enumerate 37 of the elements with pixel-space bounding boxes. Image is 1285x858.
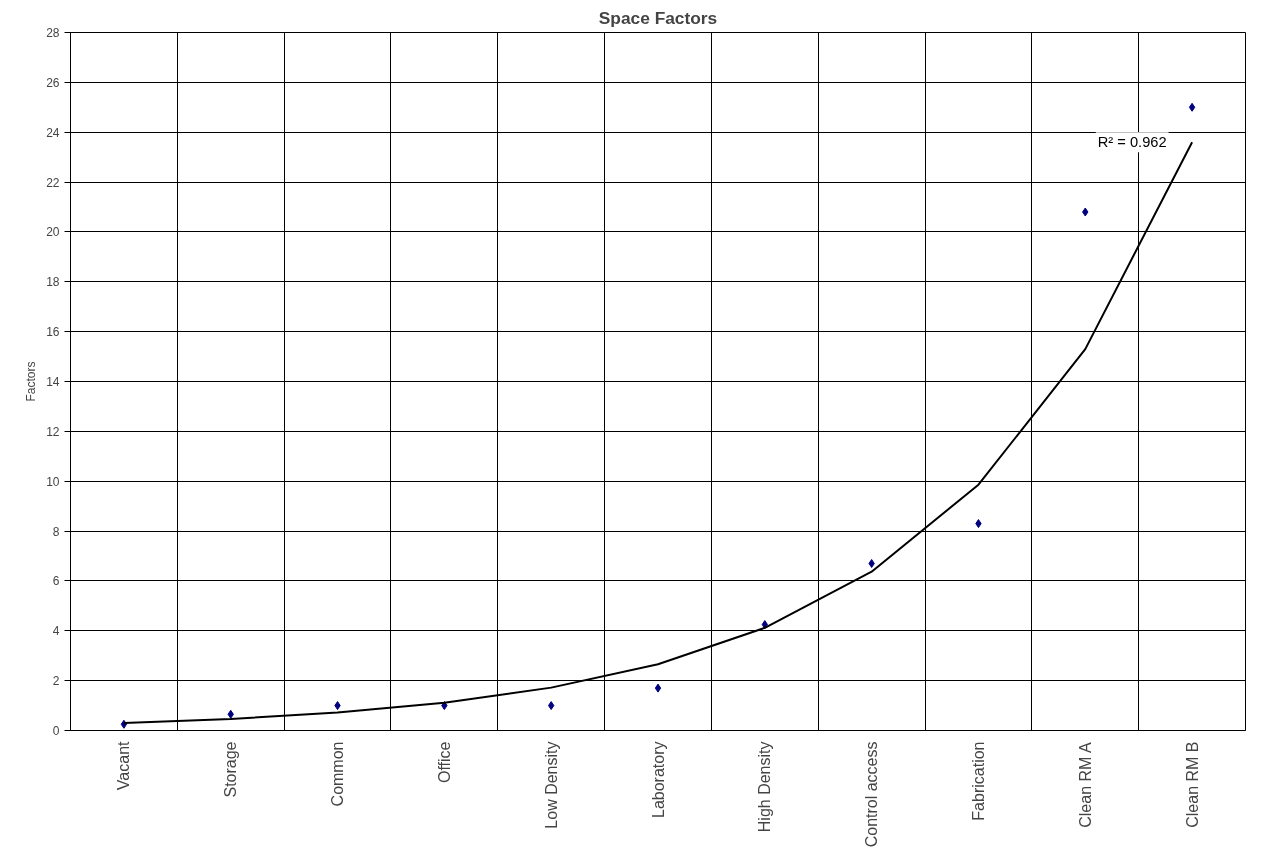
y-tick-label: 2 [52,674,60,689]
point [654,683,662,693]
y-tick-label: 28 [46,26,60,40]
point [334,701,341,711]
y-tick-label: 26 [46,75,60,90]
x-tick-label: Clean RM B [1183,741,1201,828]
point [1188,102,1196,112]
chart-title: Space Factors [598,7,718,28]
x-tick-label: Office [435,741,453,783]
y-tick-label: 22 [46,175,60,190]
x-tick-label: Vacant [115,740,133,791]
y-tick-label: 18 [46,275,60,290]
y-tick-label: 8 [52,524,60,539]
x-tick-label: Control access [863,741,881,848]
point [975,519,982,529]
y-tick-label: 10 [46,474,60,489]
x-tick-label: Fabrication [969,741,987,821]
y-tick-label: 6 [52,574,60,589]
x-tick-label: Low Density [542,741,560,829]
point [548,701,555,711]
annotation: R² = 0.962 [1097,134,1167,151]
x-tick-label: Clean RM A [1076,742,1094,828]
y-axis-title: Factors [24,361,39,402]
y-tick-label: 4 [52,624,60,639]
x-tick-label: Storage [222,741,240,798]
y-tick-label: 24 [46,125,60,140]
x-tick-label: High Density [756,741,774,833]
point [1082,207,1089,217]
y-tick-label: 16 [46,325,60,340]
y-tick-label: 14 [46,375,60,389]
point [868,558,875,568]
y-tick-label: 20 [46,225,60,240]
y-tick-label: 12 [46,424,60,439]
y-tick-label: 0 [52,724,60,738]
x-tick-label: Laboratory [649,741,667,818]
point [227,709,234,719]
x-tick-label: Common [329,741,347,807]
